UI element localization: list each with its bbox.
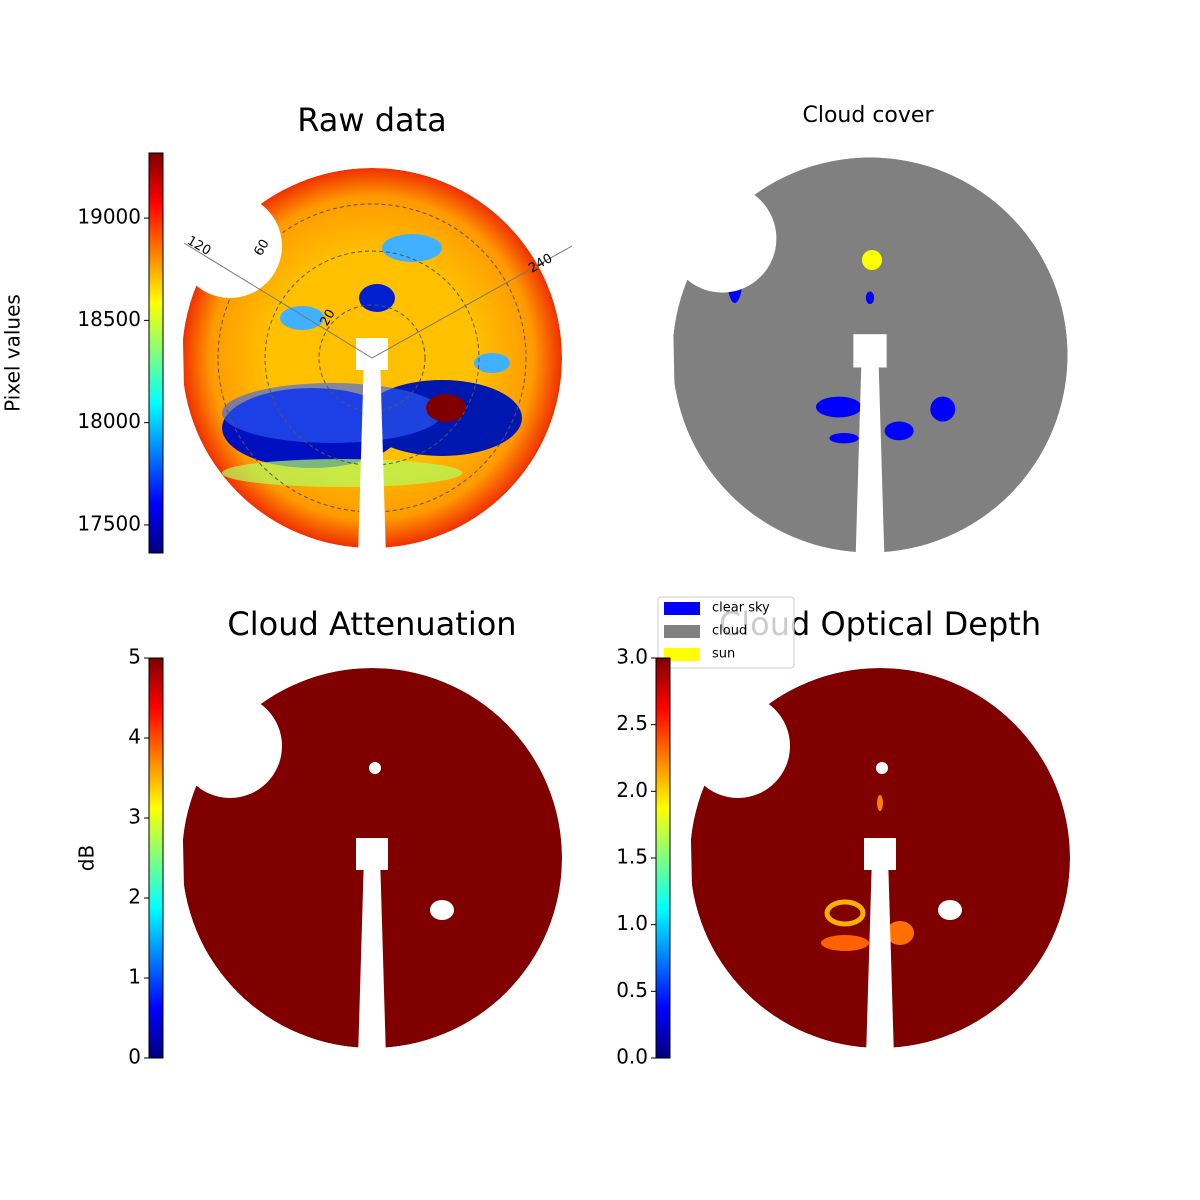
tick-label: 1.5	[616, 845, 648, 869]
raw-panel	[182, 168, 573, 559]
sun-marker	[862, 250, 882, 270]
colorbar-label: Pixel values	[1, 294, 25, 412]
tick-label: 0.5	[616, 978, 648, 1002]
legend-swatch	[664, 602, 700, 615]
annotation: 120	[184, 234, 213, 259]
tick-label: 19000	[77, 205, 141, 229]
annotation: 20	[318, 307, 339, 329]
optical-depth-panel	[690, 668, 1070, 1048]
legend-label: clear sky	[712, 601, 770, 616]
tick-label: 0.0	[616, 1045, 648, 1069]
tick-label: 1	[128, 965, 141, 989]
colorbar	[148, 657, 164, 1059]
tick-label: 17500	[77, 511, 141, 535]
tick-label: 2.0	[616, 778, 648, 802]
panel-title: Raw data	[297, 101, 447, 139]
tick-label: 3	[128, 805, 141, 829]
tick-label: 2	[128, 885, 141, 909]
annotation: 60	[252, 237, 273, 259]
colorbar-label: dB	[75, 845, 99, 871]
panel-title: Cloud Attenuation	[227, 605, 516, 643]
legend-swatch	[664, 625, 700, 638]
tick-label: 1.0	[616, 911, 648, 935]
tick-label: 4	[128, 725, 141, 749]
colorbar	[655, 657, 671, 1059]
legend-label: sun	[712, 647, 735, 662]
legend-swatch	[664, 648, 700, 661]
cloud-cover-panel	[672, 157, 1068, 553]
tick-label: 18500	[77, 307, 141, 331]
attenuation-panel	[182, 668, 562, 1048]
tick-label: 3.0	[616, 645, 648, 669]
tick-label: 2.5	[616, 711, 648, 735]
tick-label: 5	[128, 645, 141, 669]
tick-label: 18000	[77, 409, 141, 433]
legend-label: cloud	[712, 624, 747, 639]
panel-title: Cloud cover	[803, 103, 935, 128]
tick-label: 0	[128, 1045, 141, 1069]
colorbar	[148, 152, 164, 554]
